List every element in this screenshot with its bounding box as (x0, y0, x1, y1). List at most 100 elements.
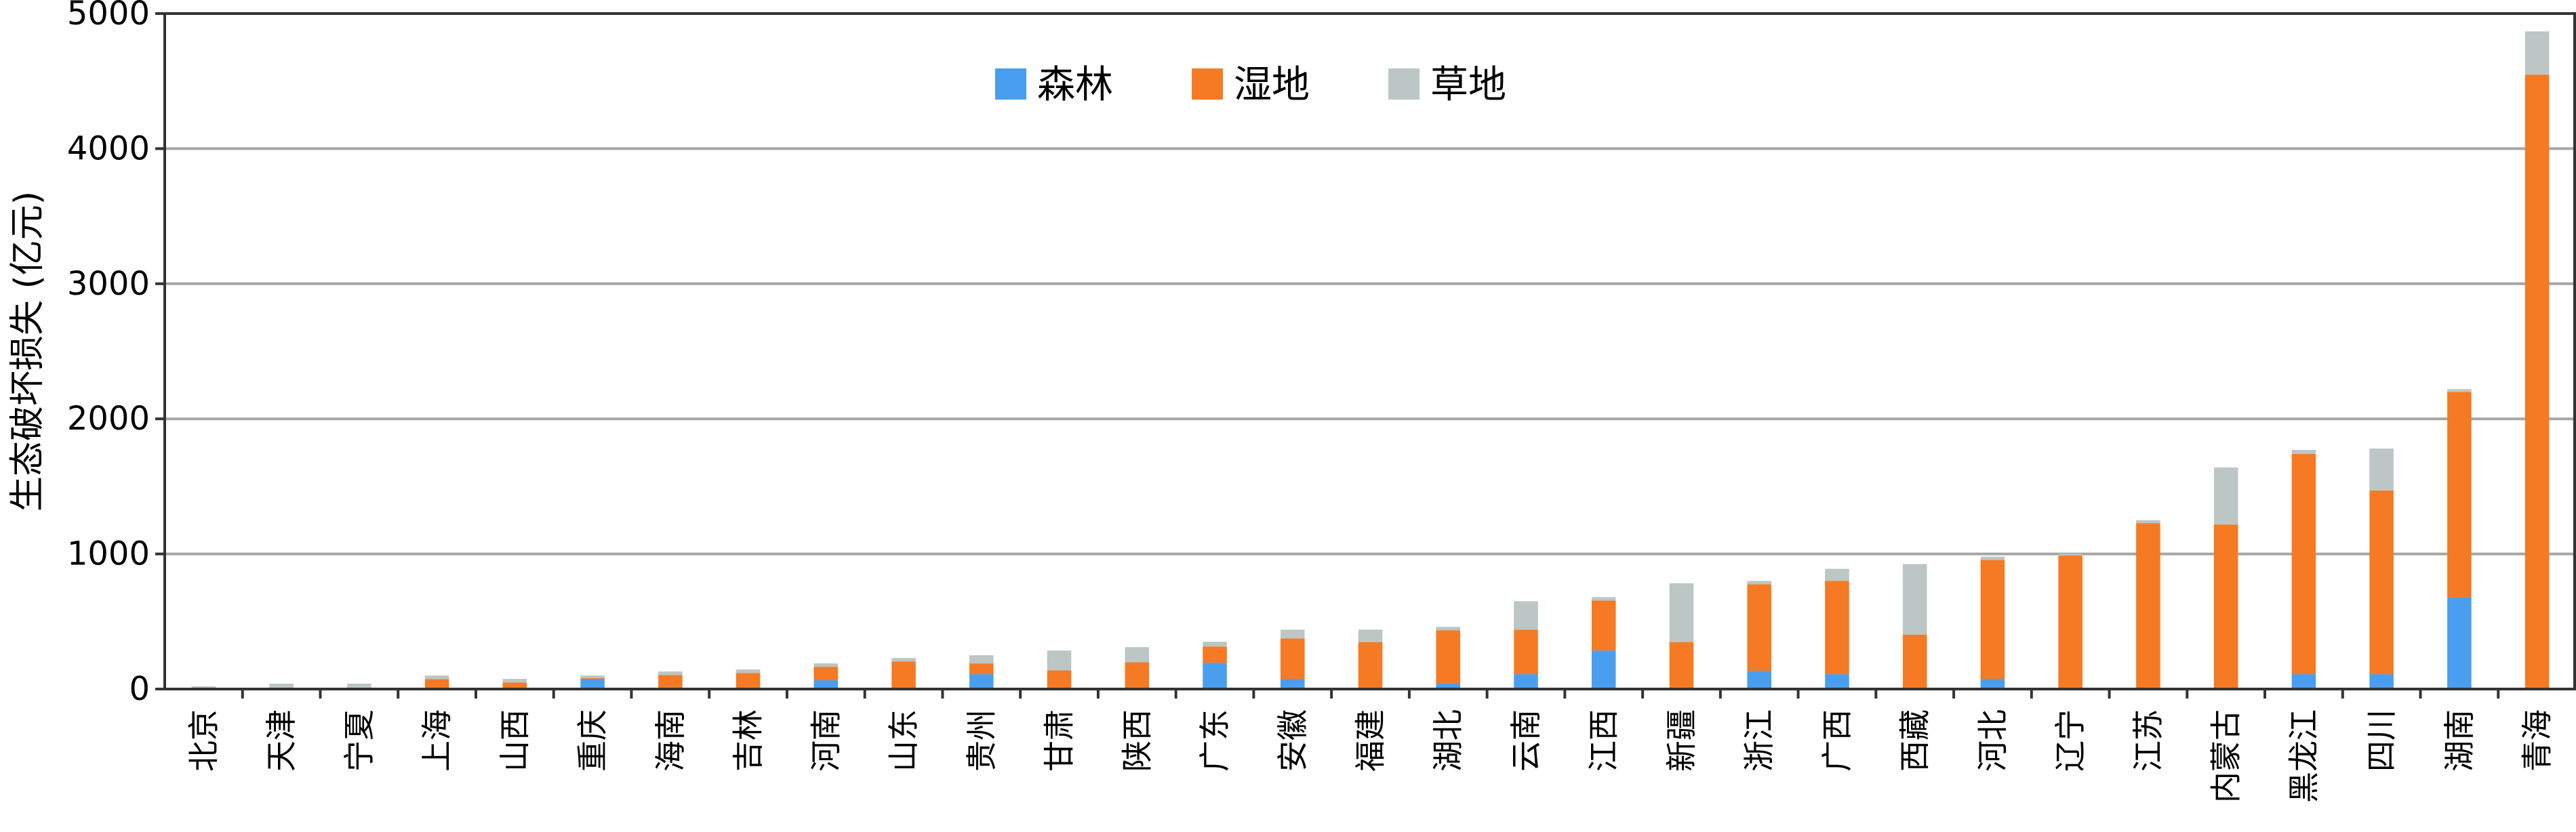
bar-江西-草地 (1591, 597, 1616, 601)
legend-swatch-森林 (995, 68, 1026, 100)
x-category-label-甘肃: 甘肃 (1041, 709, 1078, 772)
bar-天津-草地 (269, 684, 294, 688)
legend-swatch-草地 (1388, 68, 1420, 100)
bar-新疆-湿地 (1669, 642, 1694, 688)
bar-广东-森林 (1203, 663, 1227, 689)
bar-宁夏-草地 (347, 684, 371, 688)
bar-湖北-森林 (1436, 684, 1461, 689)
bar-青海-湿地 (2524, 75, 2550, 688)
bar-广西-湿地 (1825, 581, 1849, 675)
x-category-label-江苏: 江苏 (2130, 709, 2167, 772)
bar-湖南-草地 (2447, 389, 2472, 392)
x-category-label-广西: 广西 (1819, 709, 1855, 772)
bar-陕西-湿地 (1125, 662, 1150, 688)
bar-黑龙江-草地 (2291, 450, 2316, 455)
x-category-label-山东: 山东 (885, 709, 922, 772)
bar-辽宁-草地 (2058, 554, 2082, 556)
bar-海南-湿地 (658, 675, 683, 688)
bar-云南-森林 (1514, 674, 1538, 689)
x-category-label-辽宁: 辽宁 (2052, 709, 2089, 772)
bar-山东-湿地 (891, 661, 916, 688)
bar-吉林-湿地 (736, 673, 761, 688)
bar-海南-草地 (658, 671, 683, 675)
bar-新疆-草地 (1669, 583, 1694, 642)
x-category-label-山西: 山西 (496, 709, 533, 772)
bar-浙江-草地 (1747, 581, 1771, 585)
y-tick-label-4000: 4000 (67, 129, 150, 167)
bar-山东-草地 (891, 658, 916, 662)
x-category-label-贵州: 贵州 (963, 709, 1000, 772)
bar-河北-湿地 (1980, 560, 2005, 680)
bars (191, 31, 2550, 689)
legend-label-湿地: 湿地 (1234, 63, 1310, 107)
x-category-label-河南: 河南 (807, 709, 844, 772)
x-category-label-浙江: 浙江 (1741, 709, 1777, 772)
x-category-label-青海: 青海 (2519, 709, 2556, 772)
bar-内蒙古-湿地 (2213, 524, 2238, 688)
x-category-label-湖南: 湖南 (2441, 709, 2478, 772)
bar-福建-湿地 (1358, 642, 1383, 688)
legend: 森林 湿地 草地 (995, 63, 1506, 107)
legend-swatch-湿地 (1192, 68, 1223, 100)
x-category-label-广东: 广东 (1196, 709, 1233, 772)
bar-上海-湿地 (424, 679, 449, 688)
bar-重庆-草地 (580, 675, 605, 679)
bar-四川-森林 (2369, 674, 2394, 689)
y-tick-label-1000: 1000 (67, 535, 150, 573)
x-category-label-湖北: 湖北 (1430, 709, 1466, 772)
x-category-label-河北: 河北 (1974, 709, 2011, 772)
bar-北京-草地 (191, 686, 216, 689)
x-category-label-四川: 四川 (2363, 709, 2400, 772)
bar-云南-湿地 (1514, 629, 1538, 675)
bar-贵州-湿地 (969, 663, 994, 675)
x-category-label-吉林: 吉林 (730, 709, 767, 772)
x-category-label-重庆: 重庆 (574, 709, 611, 772)
bar-湖南-湿地 (2447, 392, 2472, 598)
bar-安徽-草地 (1280, 629, 1305, 639)
bar-安徽-森林 (1280, 679, 1305, 689)
x-category-labels: 北京 天津 宁夏 上海 山西 重庆 海南 吉林 河南 山东 贵州 甘肃 陕西 广东 安徽 福建 湖北 云南 江西 新疆… (185, 709, 2555, 803)
bar-云南-草地 (1514, 601, 1538, 630)
x-category-label-海南: 海南 (652, 709, 689, 772)
bar-内蒙古-草地 (2213, 467, 2238, 525)
bar-江西-森林 (1591, 650, 1616, 689)
bar-江苏-湿地 (2136, 523, 2160, 688)
bar-河北-森林 (1980, 679, 2005, 689)
bar-湖南-森林 (2447, 597, 2472, 689)
bar-黑龙江-森林 (2291, 674, 2316, 689)
y-tick-label-2000: 2000 (67, 400, 150, 438)
bar-江苏-草地 (2136, 520, 2160, 524)
y-tick-label-3000: 3000 (67, 265, 150, 303)
bar-安徽-湿地 (1280, 638, 1305, 680)
x-category-label-新疆: 新疆 (1663, 709, 1699, 772)
bar-广东-草地 (1203, 642, 1227, 647)
bar-福建-草地 (1358, 629, 1383, 642)
bar-河南-森林 (813, 680, 839, 689)
bar-吉林-草地 (736, 669, 761, 673)
x-category-label-宁夏: 宁夏 (341, 709, 378, 772)
x-category-label-内蒙古: 内蒙古 (2208, 709, 2245, 803)
legend-label-森林: 森林 (1037, 63, 1113, 107)
bar-陕西-草地 (1125, 647, 1150, 663)
bar-山西-草地 (502, 679, 527, 683)
x-category-label-黑龙江: 黑龙江 (2285, 709, 2322, 803)
x-category-label-天津: 天津 (263, 709, 300, 772)
axes (155, 12, 2576, 699)
y-tick-label-5000: 5000 (67, 0, 150, 33)
bar-甘肃-湿地 (1047, 670, 1072, 688)
x-category-label-上海: 上海 (419, 709, 456, 772)
bar-广西-森林 (1825, 674, 1849, 689)
bar-西藏-草地 (1902, 564, 1927, 635)
bar-湖北-草地 (1436, 627, 1461, 631)
y-tick-label-0: 0 (129, 670, 150, 708)
bar-黑龙江-湿地 (2291, 454, 2316, 675)
x-category-label-陕西: 陕西 (1119, 709, 1155, 772)
x-category-label-云南: 云南 (1508, 709, 1544, 772)
bar-湖北-湿地 (1436, 630, 1461, 684)
x-category-label-西藏: 西藏 (1897, 709, 1933, 772)
bar-上海-草地 (424, 675, 449, 680)
bar-河南-草地 (813, 663, 839, 667)
x-category-label-北京: 北京 (185, 709, 222, 772)
legend-label-草地: 草地 (1430, 63, 1506, 107)
